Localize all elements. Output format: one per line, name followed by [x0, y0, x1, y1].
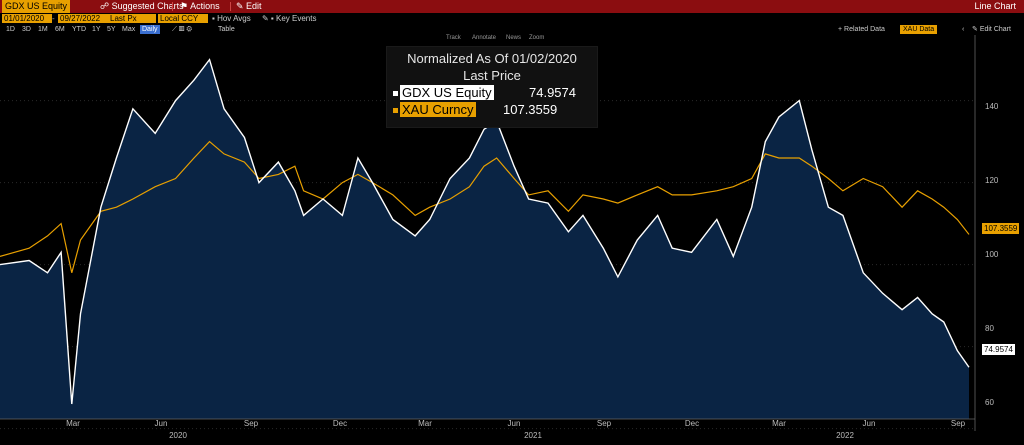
table-button[interactable]: Table	[218, 26, 235, 33]
range-1m[interactable]: 1M	[38, 26, 48, 33]
x-month-label: Dec	[332, 419, 348, 428]
gdx-last-value: 74.9574	[982, 344, 1015, 355]
edit-chart-button[interactable]: ✎ Edit Chart	[972, 26, 1011, 33]
suggested-charts-icon: ☍	[100, 1, 112, 11]
share-icon[interactable]: ‹	[962, 26, 965, 33]
x-month-label: Jun	[862, 419, 876, 428]
range-6m[interactable]: 6M	[55, 26, 65, 33]
edit-menu[interactable]: ✎ Edit	[236, 1, 262, 11]
frequency-dropdown[interactable]: Daily	[140, 25, 160, 34]
currency-dropdown[interactable]: Local CCY	[158, 14, 208, 23]
divider	[172, 2, 173, 11]
actions-menu[interactable]: ⚑ Actions	[180, 1, 220, 11]
range-max[interactable]: Max	[122, 26, 136, 33]
legend-label-gdx: GDX US Equity	[400, 85, 494, 100]
start-date-field[interactable]: 01/01/2020	[2, 14, 52, 23]
bar-chart-icon: ▥	[178, 26, 185, 33]
x-year-label: 2021	[524, 431, 542, 440]
chart-legend[interactable]: Normalized As Of 01/02/2020 Last Price G…	[386, 46, 598, 128]
line-chart[interactable]	[0, 35, 1024, 445]
related-data-button[interactable]: + Related Data	[838, 26, 885, 33]
x-month-label: Sep	[950, 419, 966, 428]
edit-icon: ✎	[236, 1, 247, 11]
range-bar: 1D 3D 1M 6M YTD 1Y 5Y Max Daily ⟋ ▥ ⚙ Ta…	[0, 24, 1024, 35]
line-chart-icon: ⟋	[172, 26, 177, 33]
y-tick-label: 100	[985, 250, 999, 259]
controls-bar: 01/01/2020 - 09/27/2022 Last Px Local CC…	[0, 13, 1024, 24]
legend-value-xau: 107.3559	[503, 102, 558, 117]
xau-data-dropdown[interactable]: XAU Data	[900, 25, 938, 34]
range-1d[interactable]: 1D	[6, 26, 15, 33]
view-type-label: Line Chart	[974, 1, 1016, 11]
x-month-label: Jun	[154, 419, 168, 428]
range-ytd[interactable]: YTD	[72, 26, 86, 33]
x-month-label: Dec	[684, 419, 700, 428]
annotate-tool[interactable]: Annotate	[472, 35, 497, 41]
x-month-label: Mar	[66, 419, 80, 428]
range-3d[interactable]: 3D	[22, 26, 31, 33]
checkbox-icon: ▪	[212, 14, 218, 23]
actions-icon: ⚑	[180, 1, 191, 11]
xau-swatch	[393, 108, 398, 114]
gdx-swatch	[393, 91, 398, 97]
range-5y[interactable]: 5Y	[107, 26, 116, 33]
divider	[230, 2, 231, 11]
suggested-charts-menu[interactable]: ☍ Suggested Charts	[100, 1, 184, 11]
x-month-label: Mar	[772, 419, 786, 428]
chart-title: Normalized As Of 01/02/2020	[407, 51, 577, 66]
key-events-toggle[interactable]: ✎ ▪ Key Events	[262, 14, 317, 23]
x-year-label: 2022	[836, 431, 854, 440]
hov-avgs-toggle[interactable]: ▪ Hov Avgs	[212, 14, 251, 23]
range-1y[interactable]: 1Y	[92, 26, 101, 33]
x-month-label: Jun	[507, 419, 521, 428]
news-tool[interactable]: News	[506, 35, 522, 41]
end-date-field[interactable]: 09/27/2022	[58, 14, 108, 23]
chart-icons[interactable]: ⟋ ▥ ⚙	[172, 24, 192, 35]
date-separator: -	[52, 14, 55, 23]
zoom-tool[interactable]: Zoom	[529, 35, 545, 41]
price-field-dropdown[interactable]: Last Px	[108, 14, 156, 23]
x-month-label: Sep	[596, 419, 612, 428]
y-tick-label: 120	[985, 176, 999, 185]
chart-subtitle: Last Price	[463, 68, 521, 83]
x-year-label: 2020	[169, 431, 187, 440]
legend-label-xau: XAU Curncy	[400, 102, 476, 117]
track-tool[interactable]: Track	[446, 35, 461, 41]
settings-icon: ⚙	[186, 26, 193, 33]
xau-last-value: 107.3559	[982, 223, 1020, 234]
xau-series-line	[0, 140, 970, 273]
pencil-icon: ✎	[972, 26, 980, 33]
y-tick-label: 80	[985, 324, 994, 333]
title-bar: GDX US Equity ☍ Suggested Charts ⚑ Actio…	[0, 0, 1024, 13]
gdx-area-fill	[0, 59, 969, 419]
legend-entry-gdx[interactable]: GDX US Equity 74.9574	[393, 85, 576, 100]
y-tick-label: 60	[985, 398, 994, 407]
security-ticker-field[interactable]: GDX US Equity	[2, 0, 71, 13]
legend-value-gdx: 74.9574	[529, 85, 576, 100]
pencil-icon: ✎ ▪	[262, 14, 276, 23]
x-month-label: Sep	[243, 419, 259, 428]
x-month-label: Mar	[418, 419, 432, 428]
plus-icon: +	[838, 26, 845, 33]
y-tick-label: 140	[985, 102, 999, 111]
legend-entry-xau[interactable]: XAU Curncy 107.3559	[393, 102, 557, 117]
